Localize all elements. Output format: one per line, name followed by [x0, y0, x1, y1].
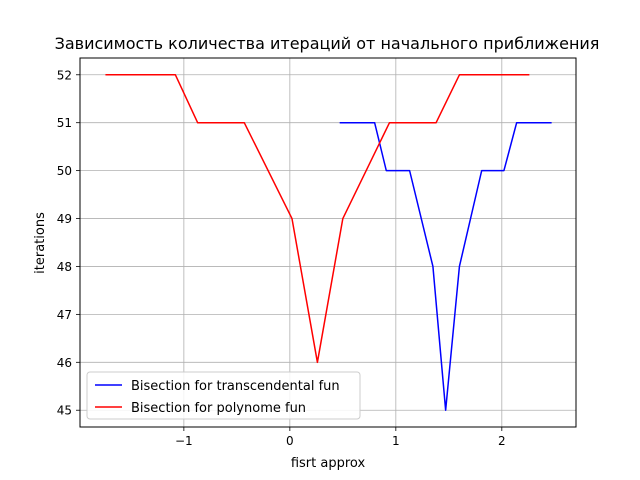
legend: Bisection for transcendental fun Bisecti… — [86, 371, 361, 420]
y-tick-label: 51 — [57, 116, 72, 130]
chart-title: Зависимость количества итераций от начал… — [55, 34, 600, 53]
legend-box — [86, 371, 361, 420]
y-tick-label: 47 — [57, 308, 72, 322]
series-polynome-line — [105, 74, 530, 364]
ticks: −1 0 1 2 45 46 47 48 49 50 51 52 — [57, 68, 506, 448]
x-axis-label: fisrt approx — [291, 456, 366, 471]
x-tick-label: 2 — [498, 434, 506, 448]
x-tick-label: 1 — [392, 434, 400, 448]
plot-frame — [79, 57, 577, 428]
series-layer — [105, 74, 552, 411]
legend-label-transcendental: Bisection for transcendental fun — [131, 379, 340, 394]
y-tick-label: 45 — [57, 404, 72, 418]
y-axis-label: iterations — [33, 212, 48, 274]
y-tick-label: 52 — [57, 68, 72, 82]
y-tick-label: 49 — [57, 212, 72, 226]
y-tick-label: 48 — [57, 260, 72, 274]
y-tick-label: 46 — [57, 356, 72, 370]
series-transcendental-line — [339, 121, 552, 411]
legend-label-polynome: Bisection for polynome fun — [131, 401, 306, 416]
y-tick-label: 50 — [57, 164, 72, 178]
x-tick-label: −1 — [175, 434, 193, 448]
x-tick-label: 0 — [286, 434, 294, 448]
